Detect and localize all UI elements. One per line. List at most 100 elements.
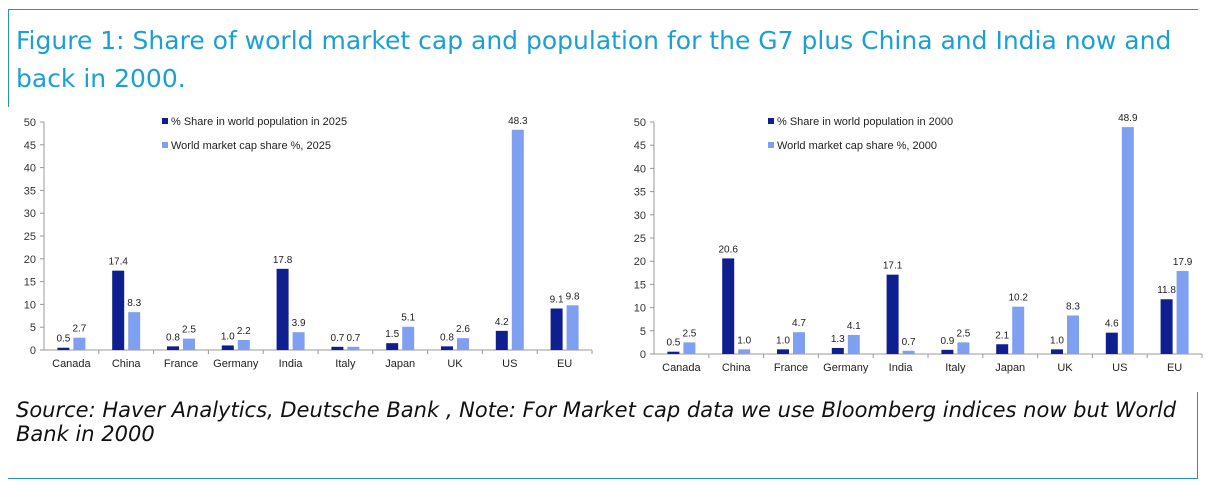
data-label: 2.1 — [995, 330, 1009, 341]
x-tick-label: UK — [1057, 362, 1073, 374]
bar-population — [441, 346, 453, 350]
data-label: 17.1 — [883, 261, 903, 272]
x-tick-label: UK — [447, 358, 463, 370]
bar-marketcap — [73, 337, 86, 350]
bar-marketcap — [347, 346, 360, 350]
data-label: 2.2 — [237, 326, 251, 337]
data-label: 2.5 — [956, 328, 970, 339]
legend-swatch — [162, 142, 168, 148]
bar-marketcap — [292, 332, 305, 350]
x-tick-label: Canada — [52, 358, 91, 370]
y-tick-label: 10 — [634, 303, 646, 315]
x-tick-label: EU — [557, 358, 572, 370]
bar-marketcap — [1067, 315, 1079, 354]
bar-population — [886, 274, 899, 354]
data-label: 9.8 — [566, 291, 580, 302]
frame-bottom-border — [8, 478, 1198, 479]
frame-top-border — [8, 9, 1198, 10]
bar-marketcap — [1121, 127, 1134, 354]
x-tick-label: France — [774, 362, 808, 374]
y-tick-label: 20 — [24, 254, 36, 266]
bar-population — [1105, 332, 1118, 354]
data-label: 4.6 — [1105, 319, 1119, 330]
bar-population — [112, 270, 125, 350]
x-tick-label: US — [502, 358, 517, 370]
data-label: 2.5 — [182, 325, 196, 336]
data-label: 5.1 — [401, 313, 415, 324]
data-label: 0.7 — [346, 333, 360, 344]
bar-population — [221, 345, 234, 350]
x-tick-label: Italy — [335, 358, 356, 370]
bar-marketcap — [237, 339, 250, 350]
y-tick-label: 30 — [24, 208, 36, 220]
bar-population — [1051, 349, 1063, 354]
y-tick-label: 45 — [24, 140, 36, 152]
legend-label: World market cap share %, 2025 — [171, 140, 331, 152]
figure-title: Figure 1: Share of world market cap and … — [16, 26, 1172, 93]
data-label: 1.0 — [221, 331, 235, 342]
bar-marketcap — [402, 326, 415, 350]
legend-label: % Share in world population in 2000 — [777, 116, 953, 128]
data-label: 4.7 — [792, 318, 806, 329]
bar-marketcap — [457, 338, 469, 350]
data-label: 48.9 — [1118, 113, 1138, 124]
bar-marketcap — [683, 342, 696, 354]
legend-swatch — [768, 118, 774, 124]
bar-population — [831, 347, 844, 354]
data-label: 1.3 — [831, 334, 845, 345]
data-label: 0.5 — [666, 338, 680, 349]
x-tick-label: US — [1112, 362, 1127, 374]
y-tick-label: 5 — [640, 326, 646, 338]
data-label: 48.3 — [508, 116, 528, 127]
y-tick-label: 25 — [24, 231, 36, 243]
bar-population — [276, 268, 289, 350]
y-tick-label: 20 — [634, 256, 646, 268]
data-label: 10.2 — [1008, 293, 1028, 304]
y-tick-label: 15 — [24, 277, 36, 289]
x-tick-label: EU — [1167, 362, 1182, 374]
bar-marketcap — [566, 305, 579, 350]
x-tick-label: France — [164, 358, 198, 370]
bar-marketcap — [183, 338, 195, 350]
x-tick-label: India — [279, 358, 304, 370]
bar-population — [550, 308, 563, 350]
data-label: 8.3 — [127, 298, 141, 309]
x-tick-label: Japan — [385, 358, 415, 370]
data-label: 20.6 — [718, 244, 738, 255]
bar-population — [495, 330, 508, 350]
y-tick-label: 0 — [640, 349, 646, 361]
data-label: 2.7 — [72, 324, 86, 335]
y-tick-label: 40 — [24, 163, 36, 175]
x-tick-label: Germany — [213, 358, 259, 370]
x-tick-label: Japan — [995, 362, 1025, 374]
bar-marketcap — [902, 350, 915, 354]
chart-2025-svg: 0 5 10 15 20 25 30 35 40 45 50 0.52.7 Canada 17.4 8.3 C… — [24, 116, 593, 370]
data-label: 0.8 — [166, 332, 180, 343]
data-label: 2.6 — [456, 324, 470, 335]
data-label: 1.0 — [1050, 335, 1064, 346]
y-tick-label: 35 — [634, 187, 646, 199]
source-note: Source: Haver Analytics, Deutsche Bank ,… — [16, 398, 1177, 446]
x-tick-label: Italy — [945, 362, 966, 374]
bar-population — [777, 349, 789, 354]
bar-marketcap — [738, 349, 751, 354]
bar-marketcap — [128, 312, 141, 350]
bar-population — [331, 346, 344, 350]
data-label: 4.2 — [495, 317, 509, 328]
data-label: 17.9 — [1173, 257, 1193, 268]
bar-population — [667, 351, 680, 354]
x-tick-label: India — [889, 362, 914, 374]
bar-marketcap — [847, 334, 860, 354]
y-tick-label: 45 — [634, 140, 646, 152]
data-label: 3.9 — [292, 318, 306, 329]
y-tick-label: 10 — [24, 299, 36, 311]
bar-population — [1160, 299, 1173, 354]
x-tick-label: Germany — [823, 362, 869, 374]
bar-population — [722, 258, 735, 354]
bar-population — [941, 349, 954, 354]
chart-2000-svg: 051015202530354045500.52.5Canada20.61.0C… — [634, 113, 1203, 374]
bar-marketcap — [1012, 306, 1025, 354]
data-label: 9.1 — [550, 295, 564, 306]
bar-population — [167, 346, 179, 350]
data-label: 2.5 — [682, 328, 696, 339]
